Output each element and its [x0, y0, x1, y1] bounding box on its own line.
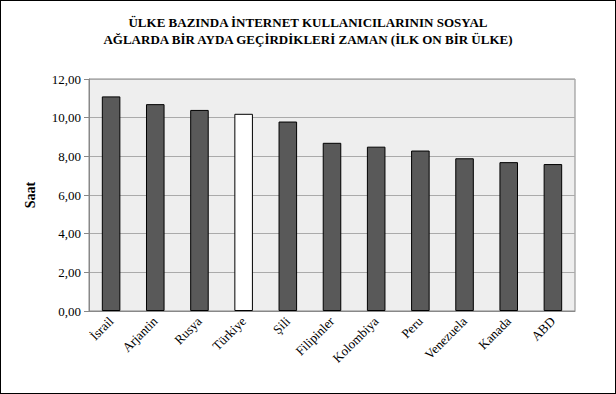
svg-text:Peru: Peru: [398, 313, 426, 341]
svg-text:ÜLKE BAZINDA İNTERNET KULLANIC: ÜLKE BAZINDA İNTERNET KULLANICILARININ S…: [128, 15, 487, 30]
svg-text:Kanada: Kanada: [475, 314, 514, 353]
svg-text:İsrail: İsrail: [87, 313, 117, 343]
svg-text:AĞLARDA BİR AYDA GEÇİRDİKLERİ: AĞLARDA BİR AYDA GEÇİRDİKLERİ ZAMAN (İLK…: [103, 32, 512, 47]
svg-text:8,00: 8,00: [58, 149, 81, 164]
svg-text:4,00: 4,00: [58, 226, 81, 241]
svg-text:0,00: 0,00: [58, 304, 81, 319]
svg-text:12,00: 12,00: [52, 72, 81, 87]
svg-text:6,00: 6,00: [58, 188, 81, 203]
svg-text:ABD: ABD: [528, 314, 558, 344]
svg-text:Kolombiya: Kolombiya: [330, 314, 382, 366]
svg-text:Şili: Şili: [270, 313, 294, 337]
svg-text:Türkiye: Türkiye: [209, 314, 249, 354]
svg-text:Venezuela: Venezuela: [422, 314, 470, 362]
svg-text:10,00: 10,00: [52, 110, 81, 125]
svg-text:Filipinler: Filipinler: [293, 313, 338, 358]
svg-text:2,00: 2,00: [58, 265, 81, 280]
svg-text:Rusya: Rusya: [171, 314, 205, 348]
svg-text:Saat: Saat: [23, 181, 38, 208]
svg-text:Arjantin: Arjantin: [119, 313, 161, 355]
